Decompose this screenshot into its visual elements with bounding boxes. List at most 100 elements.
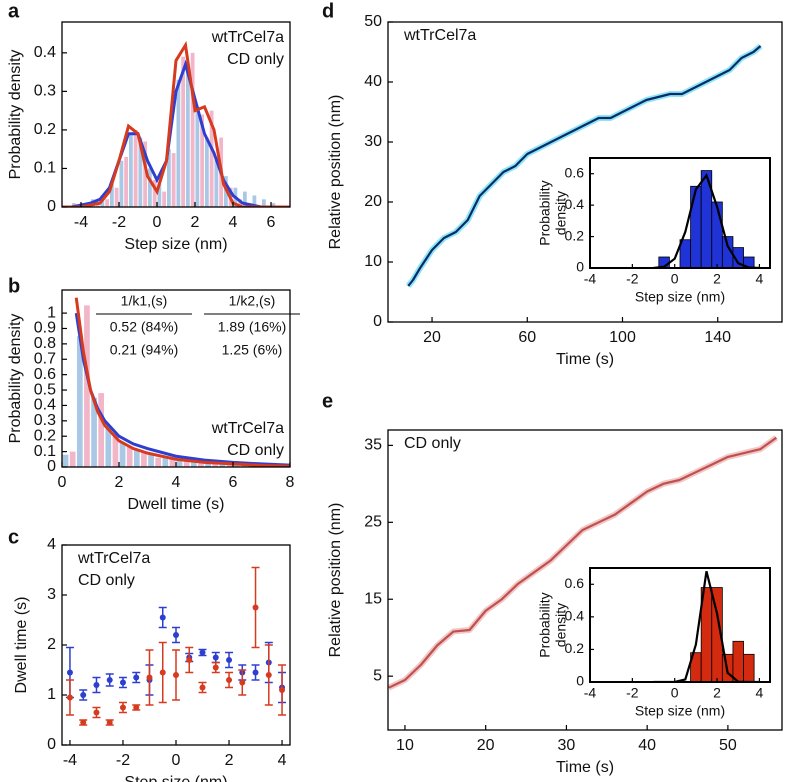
histogram-bar [133, 129, 138, 207]
histogram-bar [91, 397, 97, 467]
histogram-bar [261, 199, 266, 207]
fit-trace [388, 436, 777, 689]
y-tick-label: 1 [47, 686, 56, 703]
point [93, 709, 100, 716]
plot-area [590, 158, 770, 268]
y-tick-label: 0 [576, 259, 584, 275]
y-tick-label: 30 [364, 133, 382, 150]
y-tick-label: 0 [47, 736, 56, 753]
y-tick-label: 50 [364, 13, 382, 30]
y-tick-label: 0.2 [565, 227, 585, 243]
point [239, 679, 246, 686]
histogram-bar [198, 462, 204, 467]
y-tick-label: 0.6 [565, 575, 585, 591]
histogram-bar [157, 183, 162, 207]
histogram-bar [98, 393, 105, 467]
y-axis-label: Probability [537, 592, 553, 657]
x-tick-label: 20 [477, 737, 495, 754]
histogram-bar [109, 183, 114, 207]
histogram-bar [119, 442, 126, 467]
histogram-bar [181, 56, 186, 207]
x-tick-label: 0 [671, 685, 679, 701]
histogram-bar [711, 201, 723, 268]
legend-entry: CD only [78, 572, 135, 589]
histogram-bar [214, 156, 219, 207]
histogram-bar [105, 199, 110, 207]
legend-entry: CD only [227, 442, 284, 459]
point [66, 669, 73, 676]
plot-frame [61, 289, 291, 468]
y-tick-label: 2 [47, 636, 56, 653]
point [159, 614, 166, 621]
y-tick-label: 0.4 [565, 608, 585, 624]
x-tick-label: -2 [112, 214, 126, 231]
point [80, 692, 87, 698]
x-tick-label: 2 [713, 271, 721, 287]
histogram-bar [271, 203, 276, 207]
plot-frame [61, 544, 291, 746]
y-tick-label: 0 [373, 313, 382, 330]
fit-curve [653, 172, 760, 268]
x-tick-label: -4 [584, 271, 597, 287]
y-tick-label: 1 [47, 304, 56, 321]
x-tick-label: 2 [225, 752, 234, 769]
y-tick-label: 0.9 [34, 320, 56, 337]
table-header: 1/k1,(s) [121, 293, 168, 309]
y-axis-label: Probability [537, 180, 553, 245]
point [199, 684, 206, 691]
y-tick-label: 15 [364, 590, 382, 607]
histogram-bar [240, 465, 247, 467]
histogram-bar [185, 68, 190, 207]
point [159, 669, 166, 676]
plot-frame [589, 567, 771, 683]
x-tick-label: 20 [423, 329, 441, 346]
histogram-bar [195, 106, 200, 207]
histogram-bar [166, 149, 171, 207]
legend-entry: CD only [227, 51, 284, 68]
histogram-bar [128, 133, 133, 207]
y-tick-label: 4 [47, 536, 56, 553]
plot-area [590, 568, 770, 682]
y-tick-label: 20 [364, 193, 382, 210]
histogram-bar [200, 114, 205, 207]
x-axis-label: Step size (nm) [635, 289, 725, 305]
y-axis-label: Relative position (nm) [327, 503, 344, 658]
point [119, 704, 126, 711]
histogram-bar [155, 457, 162, 467]
x-tick-label: -2 [116, 752, 130, 769]
x-tick-label: 8 [286, 474, 295, 491]
histogram-bar [141, 453, 147, 467]
y-tick-label: 0.2 [34, 121, 56, 138]
plot-frame [61, 21, 291, 208]
fit-curve [62, 40, 290, 207]
plot-frame [387, 429, 783, 731]
y-tick-label: 0.5 [34, 381, 56, 398]
histogram-bar [743, 256, 755, 268]
histogram-bar [732, 640, 744, 682]
point [279, 687, 286, 693]
y-tick-label: 0.6 [34, 366, 56, 383]
histogram-bar [84, 305, 90, 467]
histogram-bar [190, 52, 195, 207]
x-tick-label: 0 [58, 474, 67, 491]
histogram-bar [152, 180, 157, 207]
histogram-bar [190, 460, 197, 467]
x-tick-label: 6 [267, 214, 276, 231]
plot-area [62, 290, 290, 467]
legend-entry: wtTrCel7a [211, 420, 284, 437]
histogram-bar [138, 137, 143, 207]
panel-label: d [322, 0, 334, 22]
y-tick-label: 0.3 [34, 412, 56, 429]
y-tick-label: 0.1 [34, 443, 56, 460]
histogram-bar [162, 457, 169, 467]
histogram-bar [69, 451, 76, 467]
histogram-bar [114, 187, 119, 207]
x-tick-label: 4 [756, 271, 764, 287]
point [133, 674, 140, 681]
point [252, 669, 259, 676]
point [133, 704, 140, 711]
histogram-bar [209, 110, 214, 207]
point [186, 657, 193, 663]
y-tick-label: 25 [364, 514, 382, 531]
